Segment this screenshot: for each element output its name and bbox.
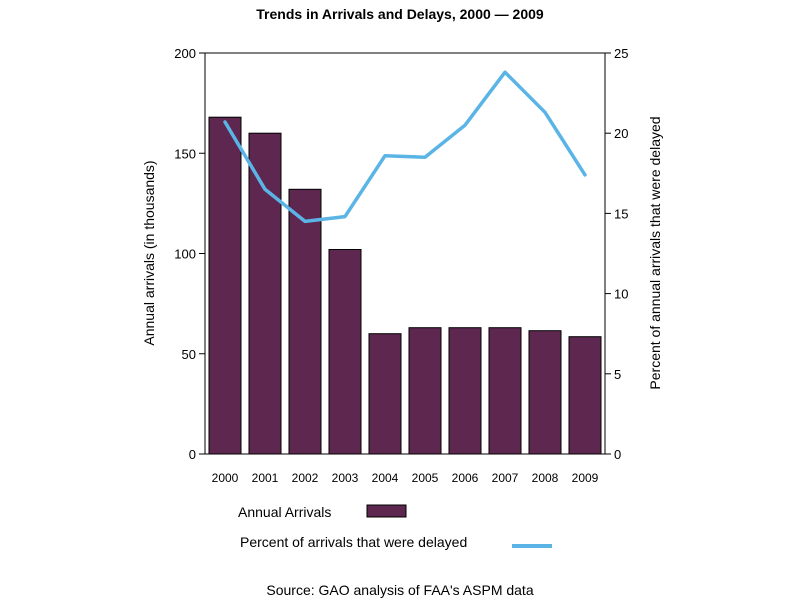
- left-tick-label: 150: [174, 146, 196, 161]
- bar-2004: [368, 333, 402, 455]
- bar-2003: [328, 249, 362, 455]
- right-axis: 0 5 10 15 20 25: [605, 46, 628, 462]
- legend-label-line: Percent of arrivals that were delayed: [240, 534, 467, 550]
- bar-2000: [208, 116, 242, 455]
- left-tick-label: 200: [174, 46, 196, 61]
- bar-2005: [408, 327, 442, 455]
- x-tick-label: 2004: [372, 471, 399, 485]
- delay-percent-line: [223, 70, 587, 224]
- x-tick-label: 2005: [412, 471, 439, 485]
- left-tick-label: 100: [174, 247, 196, 262]
- x-tick-label: 2006: [452, 471, 479, 485]
- bar-2009: [568, 336, 602, 455]
- left-axis-label: Annual arrivals (in thousands): [141, 160, 157, 345]
- source-note: Source: GAO analysis of FAA's ASPM data: [266, 582, 533, 598]
- x-tick-label: 2008: [532, 471, 559, 485]
- bar-2007: [488, 327, 522, 455]
- bars-group: [208, 116, 602, 455]
- chart-title: Trends in Arrivals and Delays, 2000 — 20…: [256, 6, 544, 22]
- x-tick-label: 2009: [572, 471, 599, 485]
- right-axis-label: Percent of annual arrivals that were del…: [647, 116, 663, 389]
- bar-2001: [248, 132, 282, 455]
- x-tick-label: 2000: [212, 471, 239, 485]
- x-tick-label: 2002: [292, 471, 319, 485]
- right-tick-label: 10: [614, 287, 628, 302]
- x-tick-label: 2003: [332, 471, 359, 485]
- right-tick-label: 20: [614, 126, 628, 141]
- legend-label-bars: Annual Arrivals: [238, 504, 331, 520]
- x-tick-label: 2007: [492, 471, 519, 485]
- bar-2008: [528, 330, 562, 455]
- x-tick-label: 2001: [252, 471, 279, 485]
- right-tick-label: 5: [614, 367, 621, 382]
- x-axis: 2000 2001 2002 2003 2004 2005 2006 2007 2008 2009: [212, 471, 599, 485]
- right-tick-label: 25: [614, 46, 628, 61]
- left-axis: 0 50 100 150 200: [174, 46, 205, 462]
- bar-2002: [288, 188, 322, 455]
- line-series-group: [223, 70, 587, 224]
- right-tick-label: 15: [614, 206, 628, 221]
- left-tick-label: 50: [182, 347, 196, 362]
- left-tick-label: 0: [189, 447, 196, 462]
- legend-swatch-bars: [366, 504, 407, 518]
- right-tick-label: 0: [614, 447, 621, 462]
- bar-2006: [448, 327, 482, 455]
